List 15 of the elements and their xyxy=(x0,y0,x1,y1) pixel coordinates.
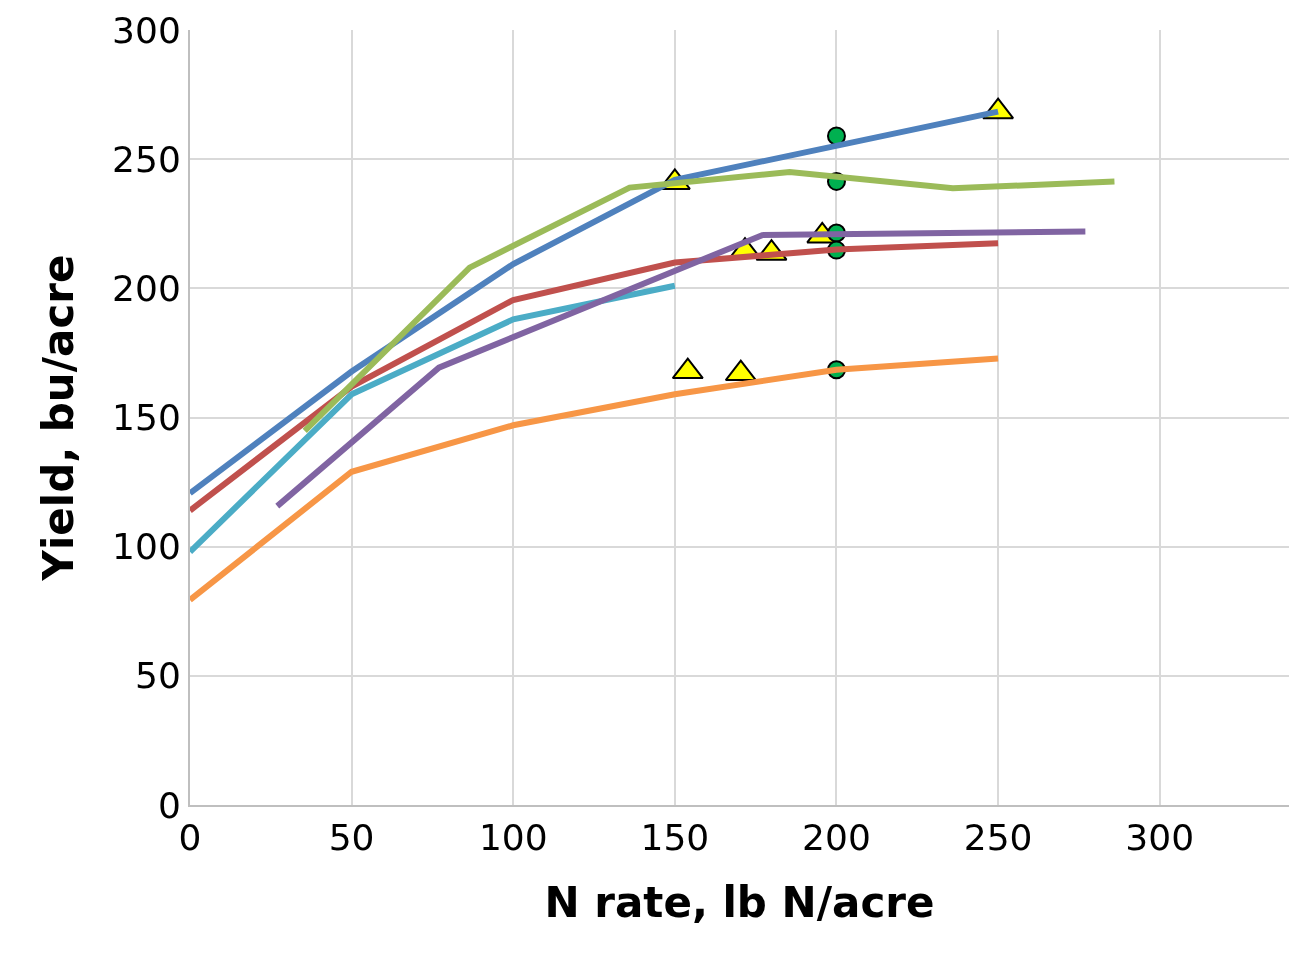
x-tick-label: 150 xyxy=(640,817,710,859)
y-tick-label: 50 xyxy=(134,655,181,697)
x-axis-title: N rate, lb N/acre xyxy=(544,877,935,927)
y-axis-title: Yield, bu/acre xyxy=(34,254,84,582)
y-tick-label: 0 xyxy=(157,784,181,826)
y-tick-label: 150 xyxy=(112,397,181,439)
y-tick-label: 300 xyxy=(112,9,181,51)
x-tick-label: 200 xyxy=(802,817,871,859)
y-tick-label: 100 xyxy=(112,526,181,568)
y-tick-label: 200 xyxy=(112,267,181,309)
y-tick-label: 250 xyxy=(112,138,181,180)
x-tick-label: 300 xyxy=(1125,817,1195,859)
x-tick-label: 50 xyxy=(328,817,375,859)
x-tick-label: 100 xyxy=(478,817,548,859)
x-tick-label: 250 xyxy=(963,817,1033,859)
